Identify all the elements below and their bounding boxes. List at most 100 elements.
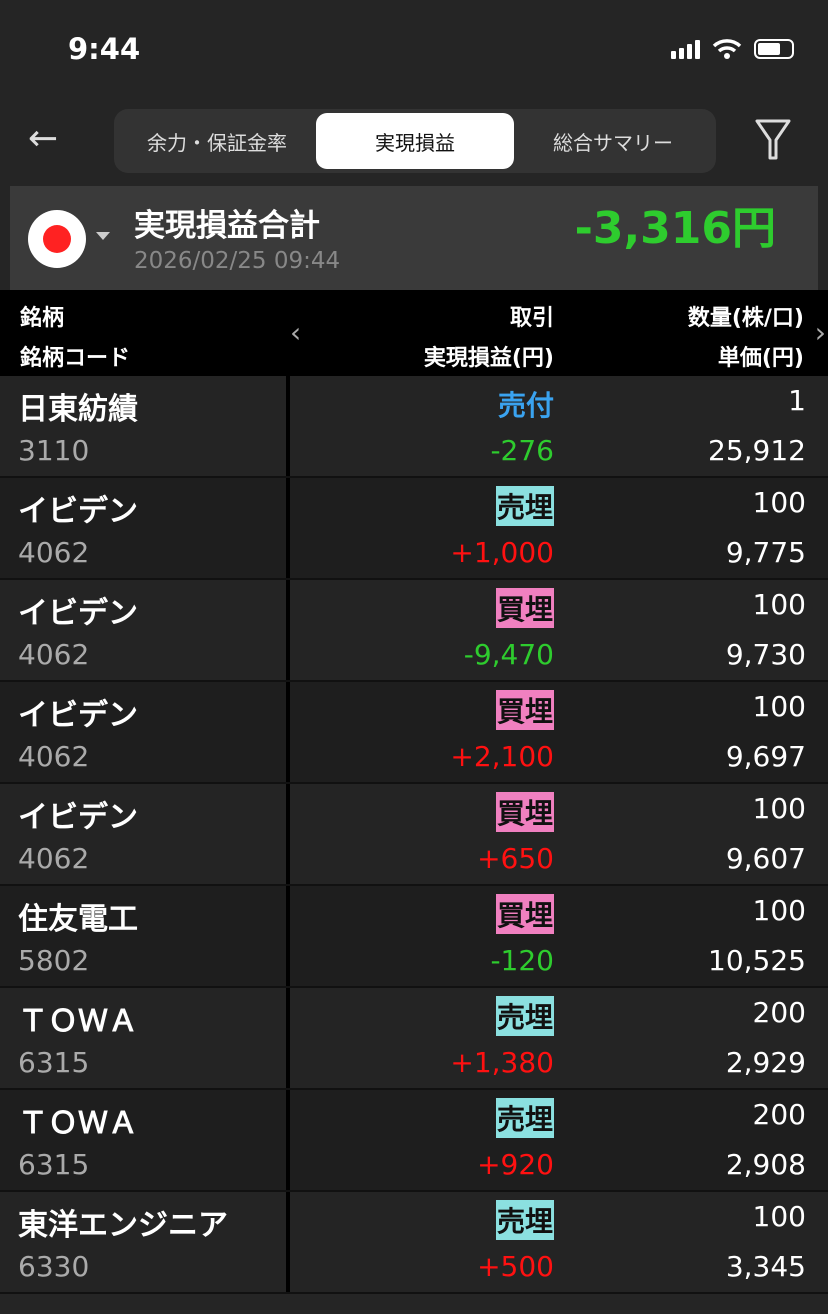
summary-panel: 実現損益合計 2026/02/25 09:44 -3,316円 (10, 186, 818, 290)
summary-total: -3,316円 (574, 203, 776, 254)
quantity: 100 (752, 894, 806, 927)
column-divider (286, 376, 290, 476)
col-name: 銘柄 (20, 306, 65, 331)
stock-name: ＴＯＷＡ (18, 1004, 138, 1039)
realized-pl: +1,380 (450, 1046, 554, 1079)
segmented-tabs: 余力・保証金率 実現損益 総合サマリー (114, 109, 716, 173)
table-row[interactable]: 東洋エンジニア 6330 売埋 +500 100 3,345 (0, 1192, 828, 1294)
stock-code: 4062 (18, 740, 90, 773)
unit-price: 10,525 (708, 944, 806, 977)
column-divider (286, 1090, 290, 1190)
table-row[interactable]: イビデン 4062 売埋 +1,000 100 9,775 (0, 478, 828, 580)
realized-pl: -120 (490, 944, 554, 977)
stock-code: 6315 (18, 1148, 90, 1181)
signal-icon (671, 39, 700, 59)
column-divider (286, 682, 290, 782)
stock-name: イビデン (18, 698, 138, 733)
filter-icon[interactable] (754, 118, 792, 162)
col-code: 銘柄コード (20, 346, 131, 371)
unit-price: 2,929 (725, 1046, 806, 1079)
trade-type: 売埋 (495, 996, 554, 1036)
stock-code: 4062 (18, 536, 90, 569)
unit-price: 9,697 (725, 740, 806, 773)
stock-name: 日東紡績 (18, 392, 138, 427)
col-trade: 取引 (509, 306, 554, 331)
table-row[interactable]: イビデン 4062 買埋 +650 100 9,607 (0, 784, 828, 886)
trade-type: 売埋 (495, 1098, 554, 1138)
stock-name: ＴＯＷＡ (18, 1106, 138, 1141)
column-divider (286, 580, 290, 680)
trade-list: 日東紡績 3110 売付 -276 1 25,912 イビデン 4062 売埋 … (0, 376, 828, 1294)
realized-pl: +2,100 (450, 740, 554, 773)
chevron-left-icon[interactable]: ‹ (290, 316, 302, 349)
stock-name: イビデン (18, 494, 138, 529)
realized-pl: +500 (477, 1250, 554, 1283)
table-row[interactable]: ＴＯＷＡ 6315 売埋 +920 200 2,908 (0, 1090, 828, 1192)
realized-pl: +1,000 (450, 536, 554, 569)
table-row[interactable]: イビデン 4062 買埋 -9,470 100 9,730 (0, 580, 828, 682)
trade-type: 買埋 (495, 690, 554, 730)
col-qty: 数量(株/口) (687, 306, 804, 331)
tab-2[interactable]: 総合サマリー (553, 130, 673, 155)
trade-type: 売付 (497, 389, 554, 422)
stock-name: 東洋エンジニア (18, 1208, 228, 1243)
quantity: 1 (788, 384, 806, 417)
trade-type: 売埋 (495, 486, 554, 526)
stock-name: 住友電工 (18, 902, 138, 937)
caret-down-icon[interactable] (96, 232, 110, 240)
quantity: 100 (752, 588, 806, 621)
realized-pl: +920 (477, 1148, 554, 1181)
stock-name: イビデン (18, 596, 138, 631)
table-row[interactable]: 住友電工 5802 買埋 -120 100 10,525 (0, 886, 828, 988)
stock-code: 4062 (18, 638, 90, 671)
col-pl: 実現損益(円) (423, 346, 554, 371)
realized-pl: -276 (490, 434, 554, 467)
stock-code: 3110 (18, 434, 90, 467)
stock-code: 6330 (18, 1250, 90, 1283)
battery-icon (754, 39, 794, 59)
stock-code: 4062 (18, 842, 90, 875)
col-price: 単価(円) (717, 346, 804, 371)
table-row[interactable]: 日東紡績 3110 売付 -276 1 25,912 (0, 376, 828, 478)
trade-type: 売埋 (495, 1200, 554, 1240)
quantity: 200 (752, 1098, 806, 1131)
summary-title: 実現損益合計 (134, 208, 320, 244)
stock-code: 5802 (18, 944, 90, 977)
japan-flag-icon[interactable] (28, 210, 86, 268)
column-divider (286, 478, 290, 578)
summary-datetime: 2026/02/25 09:44 (134, 248, 341, 274)
column-divider (286, 784, 290, 884)
back-button[interactable]: ← (28, 118, 59, 159)
unit-price: 2,908 (725, 1148, 806, 1181)
status-bar: 9:44 (0, 0, 828, 100)
column-divider (286, 1192, 290, 1292)
column-divider (286, 886, 290, 986)
status-time: 9:44 (68, 32, 141, 66)
quantity: 200 (752, 996, 806, 1029)
quantity: 100 (752, 690, 806, 723)
tab-1[interactable]: 実現損益 (316, 113, 514, 169)
quantity: 100 (752, 1200, 806, 1233)
table-row[interactable]: ＴＯＷＡ 6315 売埋 +1,380 200 2,929 (0, 988, 828, 1090)
trade-type: 買埋 (495, 792, 554, 832)
realized-pl: -9,470 (463, 638, 554, 671)
table-row[interactable]: イビデン 4062 買埋 +2,100 100 9,697 (0, 682, 828, 784)
nav-bar: ← 余力・保証金率 実現損益 総合サマリー (0, 100, 828, 184)
quantity: 100 (752, 792, 806, 825)
unit-price: 3,345 (725, 1250, 806, 1283)
unit-price: 9,607 (725, 842, 806, 875)
wifi-icon (712, 39, 742, 59)
chevron-right-icon[interactable]: › (814, 316, 826, 349)
unit-price: 9,775 (725, 536, 806, 569)
trade-type: 買埋 (495, 894, 554, 934)
unit-price: 9,730 (725, 638, 806, 671)
column-divider (286, 988, 290, 1088)
tab-0[interactable]: 余力・保証金率 (147, 130, 287, 155)
unit-price: 25,912 (708, 434, 806, 467)
trade-type: 買埋 (495, 588, 554, 628)
table-header: 銘柄 銘柄コード ‹ 取引 実現損益(円) 数量(株/口) 単価(円) › (0, 290, 828, 376)
stock-code: 6315 (18, 1046, 90, 1079)
realized-pl: +650 (477, 842, 554, 875)
quantity: 100 (752, 486, 806, 519)
stock-name: イビデン (18, 800, 138, 835)
